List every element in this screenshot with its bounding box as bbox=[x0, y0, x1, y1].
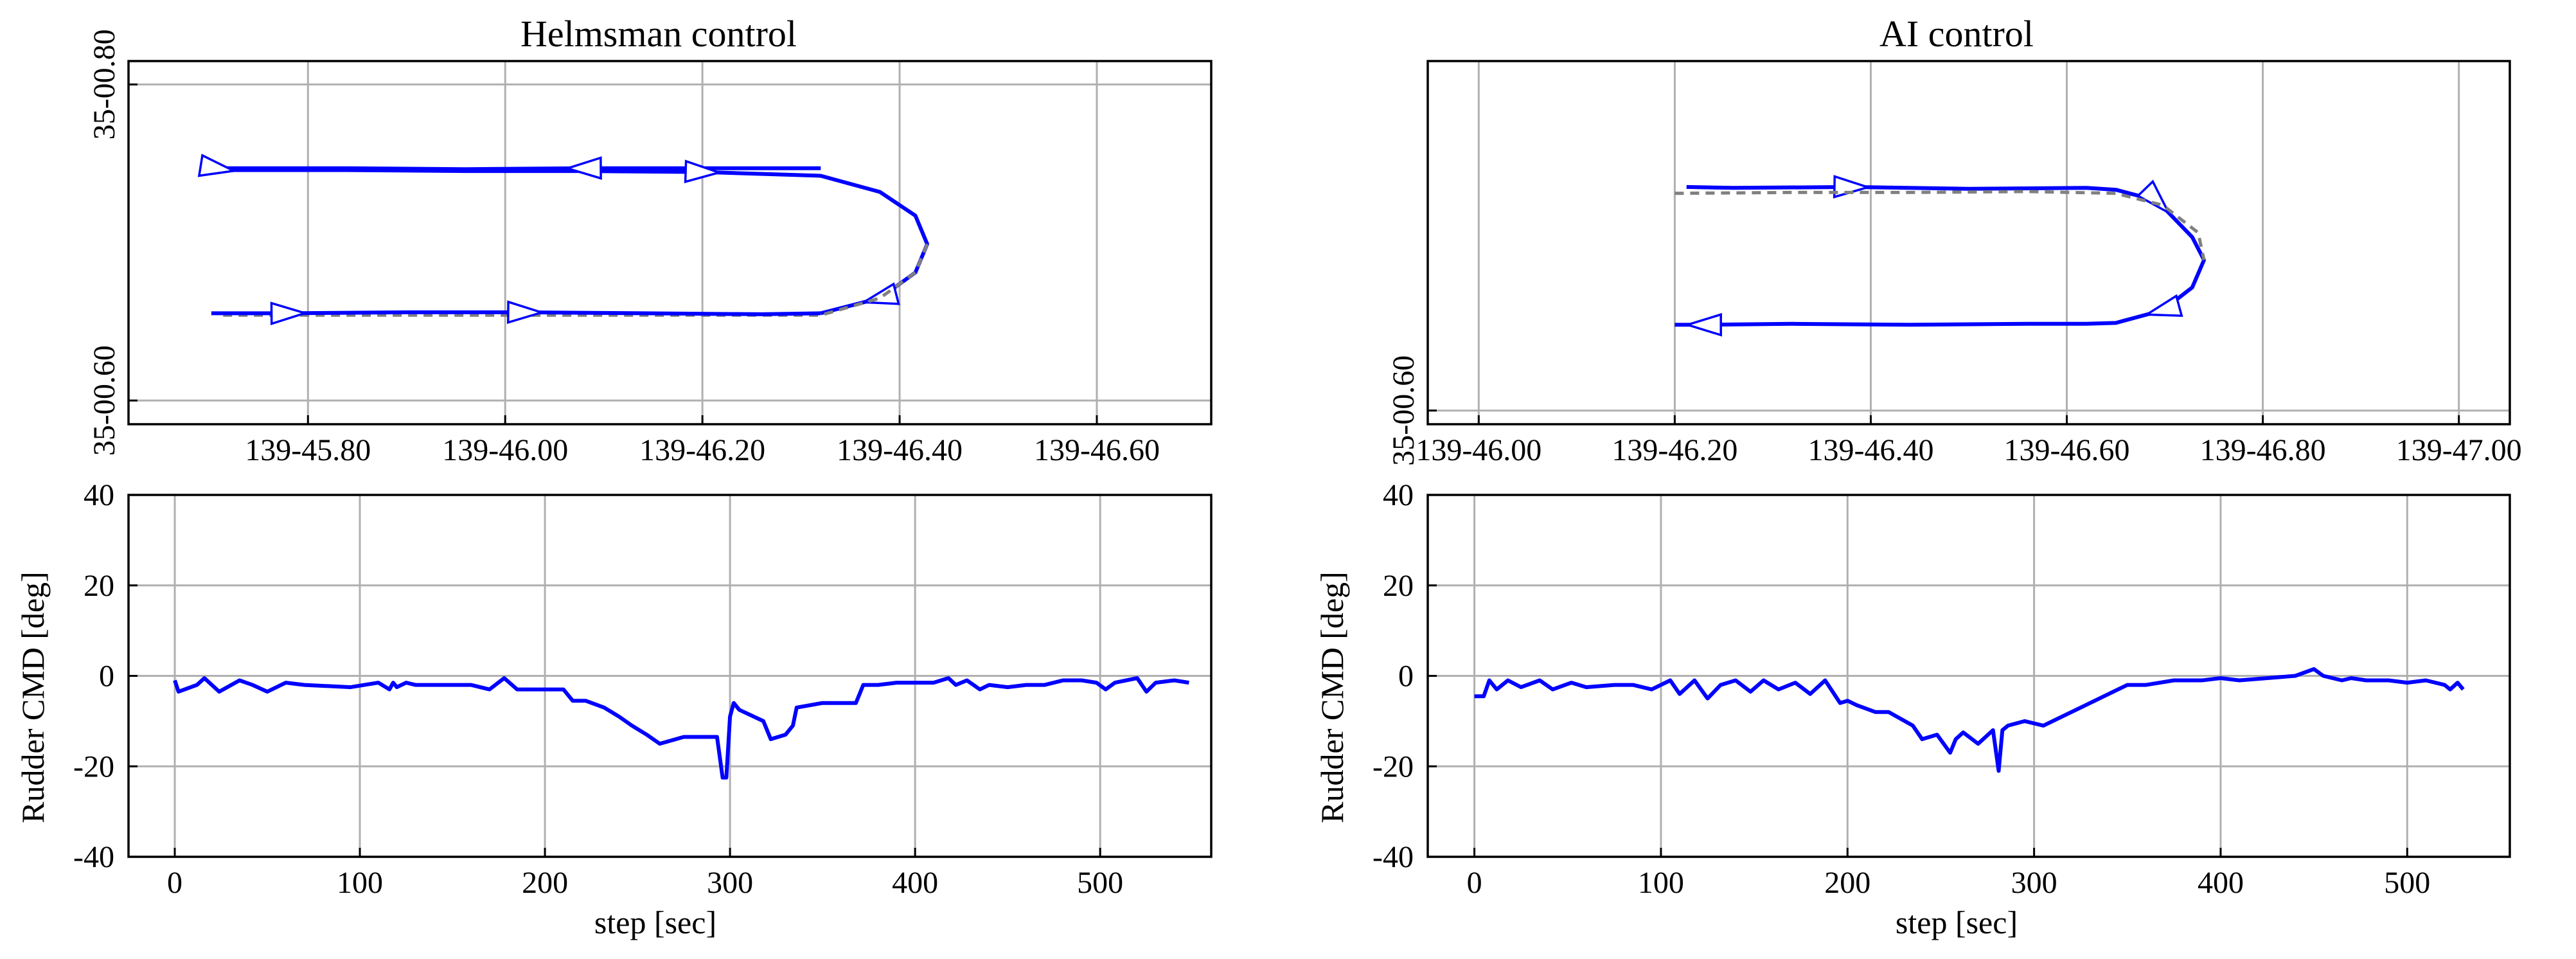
x-tick-label: 139-46.80 bbox=[2200, 433, 2326, 467]
reference-path-line bbox=[223, 243, 929, 317]
rudder-cmd-line bbox=[1474, 667, 2465, 773]
y-tick-label: 0 bbox=[1398, 659, 1414, 694]
x-tick-label: 139-46.20 bbox=[1612, 433, 1737, 467]
x-tick-label: 139-45.80 bbox=[245, 433, 371, 467]
chart-title: Helmsman control bbox=[520, 13, 797, 55]
x-axis-label: step [sec] bbox=[594, 904, 716, 940]
direction-arrow-marker bbox=[564, 156, 602, 180]
ai-rudder-plot: 0 100 200 300 400 500 -40 -20 0 20 40 step [sec] R… bbox=[1314, 478, 2511, 940]
x-axis-label: step [sec] bbox=[1896, 904, 2018, 940]
y-tick-label: 0 bbox=[99, 659, 114, 694]
x-tick-label: 100 bbox=[1638, 866, 1684, 900]
plot-frame bbox=[1426, 494, 2511, 858]
direction-arrow-marker bbox=[197, 154, 238, 177]
direction-arrow-marker bbox=[2143, 294, 2183, 318]
x-tick-label: 500 bbox=[1077, 866, 1123, 900]
helmsman-trajectory-plot: Helmsman control 139-45.80 139-46.00 139-4… bbox=[87, 13, 1212, 467]
chart-title: AI control bbox=[1879, 13, 2034, 55]
y-tick-label: 40 bbox=[1383, 478, 1414, 512]
y-tick-label: 20 bbox=[84, 569, 114, 603]
y-axis-label: Rudder CMD [deg] bbox=[15, 571, 51, 823]
plot-frame bbox=[127, 60, 1212, 426]
x-tick-label: 0 bbox=[167, 866, 182, 900]
x-tick-label: 300 bbox=[2011, 866, 2057, 900]
rudder-cmd-line bbox=[173, 676, 1189, 780]
x-tick-label: 100 bbox=[337, 866, 383, 900]
direction-arrow-marker bbox=[506, 300, 546, 325]
y-tick-label: 35-00.80 bbox=[87, 29, 121, 139]
plot-frame bbox=[1426, 60, 2511, 426]
helmsman-rudder-plot: 0 100 200 300 400 500 -40 -20 0 20 40 step [sec] R… bbox=[15, 478, 1212, 940]
x-tick-label: 0 bbox=[1467, 866, 1482, 900]
x-tick-label: 139-46.60 bbox=[2004, 433, 2130, 467]
ai-trajectory-plot: AI control 139-46.00 139-46.20 139-46.40 13… bbox=[1387, 13, 2522, 467]
x-tick-label: 139-46.00 bbox=[442, 433, 568, 467]
x-tick-label: 400 bbox=[2198, 866, 2244, 900]
y-tick-label: 20 bbox=[1383, 569, 1414, 603]
y-tick-label: 40 bbox=[84, 478, 114, 512]
x-tick-label: 400 bbox=[892, 866, 938, 900]
x-tick-label: 139-46.40 bbox=[837, 433, 963, 467]
ship-track-line bbox=[215, 166, 929, 316]
y-axis-label: Rudder CMD [deg] bbox=[1314, 571, 1350, 823]
y-tick-label: -40 bbox=[73, 840, 114, 874]
plot-frame bbox=[127, 494, 1212, 858]
x-tick-label: 300 bbox=[707, 866, 753, 900]
y-tick-label: 35-00.60 bbox=[1387, 355, 1421, 466]
x-tick-label: 500 bbox=[2384, 866, 2430, 900]
y-tick-label: 35-00.60 bbox=[87, 345, 121, 456]
y-tick-label: -40 bbox=[1372, 840, 1414, 874]
x-tick-label: 139-46.20 bbox=[639, 433, 765, 467]
x-tick-label: 139-46.40 bbox=[1808, 433, 1933, 467]
y-tick-label: -20 bbox=[1372, 749, 1414, 784]
y-tick-label: -20 bbox=[73, 749, 114, 784]
direction-arrow-marker bbox=[270, 301, 309, 326]
x-tick-label: 139-47.00 bbox=[2396, 433, 2522, 467]
direction-arrow-marker bbox=[860, 282, 900, 305]
x-tick-label: 139-46.60 bbox=[1034, 433, 1160, 467]
x-tick-label: 200 bbox=[1824, 866, 1870, 900]
direction-arrow-marker bbox=[684, 159, 724, 184]
x-tick-label: 200 bbox=[522, 866, 568, 900]
direction-arrow-marker bbox=[1683, 312, 1722, 337]
direction-arrow-marker bbox=[1833, 175, 1872, 199]
x-tick-label: 139-46.00 bbox=[1416, 433, 1541, 467]
ship-track-line bbox=[1674, 184, 2207, 327]
reference-path-line bbox=[1674, 190, 2206, 261]
